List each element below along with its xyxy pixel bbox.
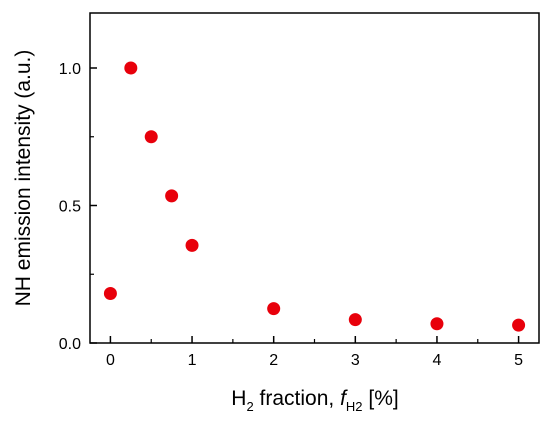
x-tick-label: 3: [351, 352, 360, 369]
tick-labels: 0 1 2 3 4 5 0.0 0.5 1.0: [59, 61, 523, 369]
x-tick-label: 2: [269, 352, 278, 369]
y-tick-label: 1.0: [59, 61, 81, 78]
y-tick-label: 0.0: [59, 336, 81, 353]
x-label-f: f: [340, 387, 348, 410]
axis-ticks: [90, 67, 520, 344]
x-label-h-subscript: 2: [246, 399, 253, 414]
data-point: [267, 302, 281, 316]
x-tick-label: 0: [106, 352, 115, 369]
x-label-unit: [%]: [363, 387, 399, 410]
data-point: [185, 238, 199, 252]
data-point: [165, 189, 179, 203]
x-tick-label: 1: [188, 352, 197, 369]
x-label-f-subscript: H2: [346, 399, 363, 414]
data-point: [103, 287, 117, 300]
x-label-fraction: fraction,: [254, 387, 340, 410]
y-axis-label: NH emission intensity (a.u.): [12, 50, 35, 307]
data-point: [512, 318, 526, 332]
x-tick-label: 5: [514, 352, 523, 369]
data-point: [144, 130, 158, 144]
data-point: [430, 317, 444, 331]
x-label-h: H: [231, 387, 246, 410]
y-tick-label: 0.5: [59, 199, 81, 216]
x-axis-label: H2 fraction, fH2 [%]: [231, 387, 398, 414]
plot-frame: [89, 12, 540, 344]
data-points: [103, 61, 526, 332]
data-point: [124, 61, 138, 75]
data-point: [348, 313, 362, 327]
x-tick-label: 4: [433, 352, 442, 369]
